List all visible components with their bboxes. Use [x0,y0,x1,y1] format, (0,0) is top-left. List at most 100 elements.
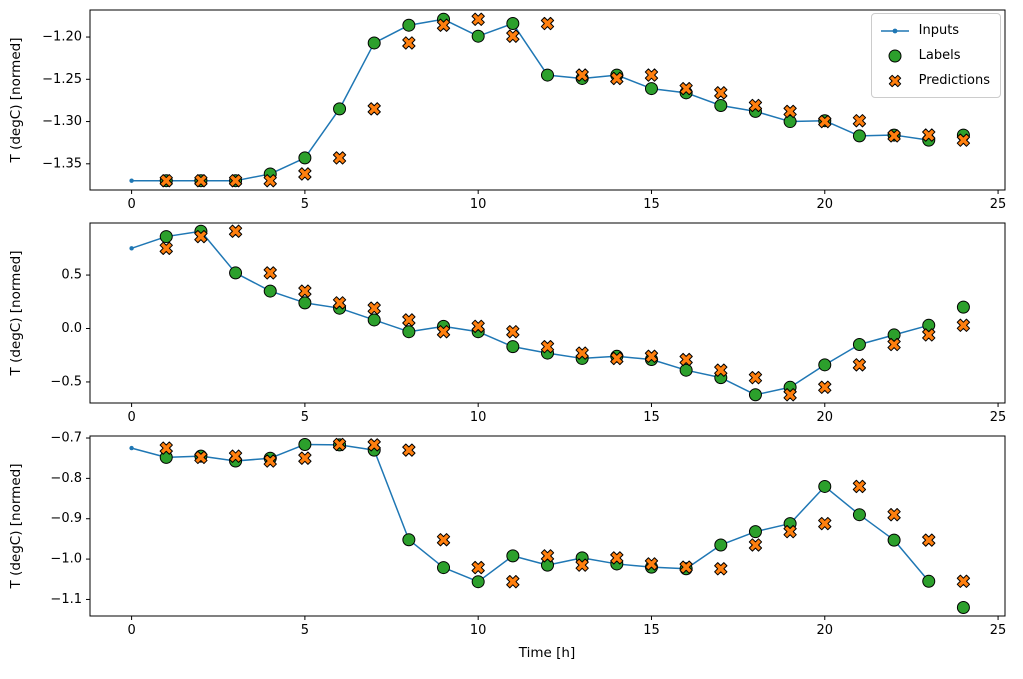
predictions-x-marker [159,174,173,188]
predictions-x-marker [506,29,520,43]
x-tick-label: 0 [127,197,135,212]
x-tick-label: 5 [301,197,309,212]
predictions-x-marker [506,575,520,589]
predictions-x-marker [644,557,659,571]
predictions-x-marker [471,319,485,334]
predictions-x-marker [228,449,243,463]
y-tick-label: −1.0 [50,552,82,567]
predictions-x-marker [679,81,693,96]
predictions-x-marker [332,296,347,310]
series-labels [159,437,970,615]
legend-item-predictions: Predictions [880,69,990,92]
inputs-line [131,443,930,583]
predictions-x-marker [818,380,832,394]
y-tick-label: −0.7 [50,431,82,446]
predictions-x-marker [436,18,451,32]
predictions-x-marker [783,388,797,402]
predictions-x-marker [852,479,867,494]
series-labels [159,224,970,402]
predictions-x-marker [228,174,243,188]
predictions-x-marker [922,328,936,342]
labels-circle-marker [852,508,866,522]
predictions-x-marker [367,301,381,315]
inputs-dot-marker [129,445,134,451]
predictions-x-marker [679,352,693,367]
predictions-x-marker [194,450,208,465]
predictions-x-marker [956,133,971,147]
labels-circle-marker [471,575,485,589]
predictions-x-marker [194,174,208,188]
axes-spines [89,435,1006,617]
y-tick-label: 0.5 [61,268,82,283]
labels-circle-marker [956,601,970,615]
labels-circle-marker [506,549,520,563]
inputs-line [131,230,929,396]
predictions-x-marker [748,98,763,113]
y-tick-label: −0.5 [50,374,82,389]
labels-circle-marker [922,574,936,588]
labels-circle-marker [367,36,381,50]
labels-circle-marker [714,98,728,112]
series-predictions [159,12,971,188]
labels-circle-marker [748,525,762,539]
subplot-1: −1.20 −1.25 −1.30 −1.35 0 5 10 15 20 25 [42,9,1006,212]
y-tick-label: −0.9 [50,511,82,526]
predictions-x-marker [575,558,589,572]
predictions-x-marker [714,562,728,576]
labels-circle-marker [541,68,554,82]
predictions-x-marker [402,36,416,50]
predictions-x-marker [644,68,659,82]
labels-circle-marker [506,17,520,31]
labels-circle-marker [402,533,416,547]
predictions-x-marker [783,524,797,539]
predictions-x-marker [367,102,381,116]
predictions-x-marker [471,560,485,575]
y-tick-label: −0.8 [50,471,82,486]
x-tick-label: 15 [643,197,660,212]
labels-circle-marker [887,533,901,547]
predictions-x-marker [332,151,347,165]
predictions-x-marker [402,313,416,327]
predictions-x-marker [610,551,624,565]
legend-label-labels: Labels [918,48,961,63]
predictions-x-marker [575,346,589,360]
x-tick-label: 25 [990,623,1007,638]
predictions-x-marker [714,363,728,377]
labels-circle-marker [402,325,416,339]
labels-circle-marker [852,129,866,143]
x-tick-label: 20 [816,197,833,212]
labels-circle-marker [298,151,312,165]
subplot-2: 0.5 0.0 −0.5 0 5 10 15 20 25 [50,222,1006,425]
x-tick-label: 15 [643,410,660,425]
y-axis-label-subplot-2: T (degC) [normed] [8,250,24,376]
predictions-x-marker [263,174,277,188]
predictions-x-marker [506,325,520,339]
y-tick-label: −1.25 [42,72,82,87]
inputs-dot-marker [129,246,134,251]
labels-circle-marker [298,437,312,451]
labels-circle-marker [818,479,832,493]
predictions-x-marker [367,438,381,452]
labels-circle-marker [506,340,520,354]
x-tick-label: 0 [127,410,135,425]
predictions-x-marker [922,128,936,142]
labels-circle-marker [783,115,797,129]
legend-label-predictions: Predictions [918,73,990,88]
y-axis-label-subplot-3: T (degC) [normed] [8,463,24,589]
predictions-x-marker [263,454,277,468]
predictions-x-marker [436,325,451,339]
y-tick-label: −1.30 [42,114,82,129]
x-tick-label: 20 [816,410,833,425]
series-predictions [159,437,971,589]
predictions-x-marker [610,351,624,366]
y-tick-label: −1.35 [42,156,82,171]
labels-circle-marker [333,102,347,116]
predictions-x-marker [298,167,312,181]
series-inputs [129,17,931,183]
predictions-x-marker [263,266,277,280]
y-tick-label: −1.20 [42,30,82,45]
x-tick-label: 5 [301,410,309,425]
y-tick-label: −1.1 [50,592,82,607]
predictions-x-marker [818,516,832,531]
